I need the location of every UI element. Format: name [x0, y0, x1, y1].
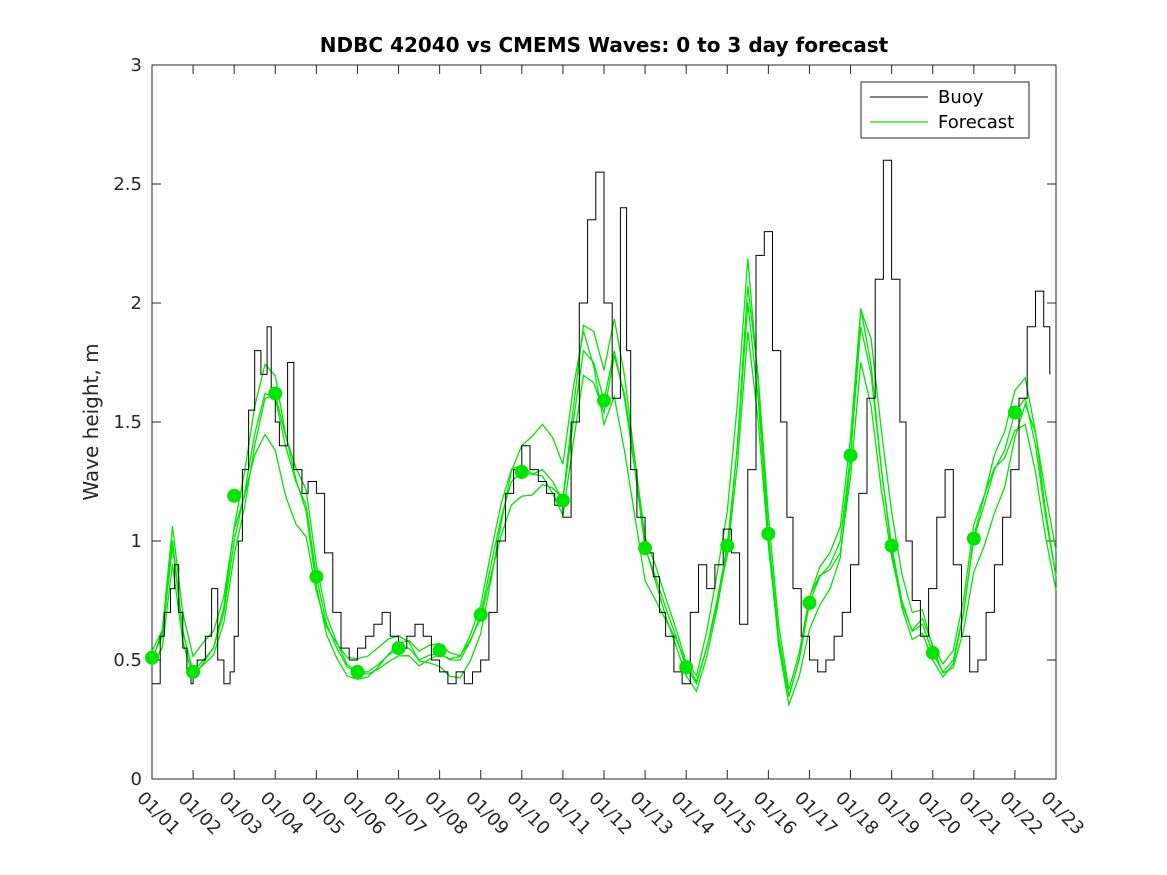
y-tick-label: 0	[131, 769, 142, 790]
y-tick-label: 3	[131, 55, 142, 76]
legend-forecast-label: Forecast	[938, 112, 1014, 133]
forecast-marker	[802, 595, 817, 610]
forecast-marker	[309, 569, 324, 584]
forecast-marker	[679, 660, 694, 675]
forecast-line	[151, 285, 1057, 693]
forecast-marker	[555, 493, 570, 508]
forecast-marker	[761, 526, 776, 541]
y-axis-ticks: 0 0.5 1 1.5 2 2.5 3	[113, 55, 1056, 790]
forecast-marker	[350, 664, 365, 679]
forecast-marker	[1007, 405, 1022, 420]
forecast-line	[151, 258, 1057, 708]
y-tick-label: 1.5	[113, 412, 142, 433]
buoy-line	[152, 159, 1051, 685]
legend-box	[860, 81, 1030, 139]
forecast-marker	[391, 641, 406, 656]
y-tick-label: 0.5	[113, 650, 142, 671]
forecast-marker	[925, 645, 940, 660]
forecast-marker	[473, 607, 488, 622]
plot-area: 00.511.522.53 01/0101/0201/0301/0401/050…	[113, 55, 1088, 839]
y-axis-label: Wave height, m	[79, 343, 103, 500]
y-tick-label: 2.5	[113, 174, 142, 195]
forecast-marker	[227, 488, 242, 503]
forecast-marker	[432, 643, 447, 658]
forecast-marker	[720, 538, 735, 553]
forecast-marker	[638, 541, 653, 556]
y-tick-label: 1	[131, 531, 142, 552]
legend-buoy-label: Buoy	[938, 87, 984, 108]
forecast-marker	[514, 464, 529, 479]
forecast-marker	[884, 538, 899, 553]
forecast-line	[151, 308, 1057, 697]
forecast-marker	[145, 650, 159, 665]
forecast-marker	[966, 531, 981, 546]
chart-title: NDBC 42040 vs CMEMS Waves: 0 to 3 day fo…	[320, 33, 889, 57]
forecast-marker	[597, 393, 611, 408]
y-tick-label: 2	[131, 293, 142, 314]
legend: Buoy Forecast	[860, 81, 1030, 139]
series-layer	[145, 159, 1057, 708]
forecast-marker	[186, 664, 201, 679]
forecast-marker	[843, 448, 858, 463]
forecast-marker	[268, 386, 283, 401]
